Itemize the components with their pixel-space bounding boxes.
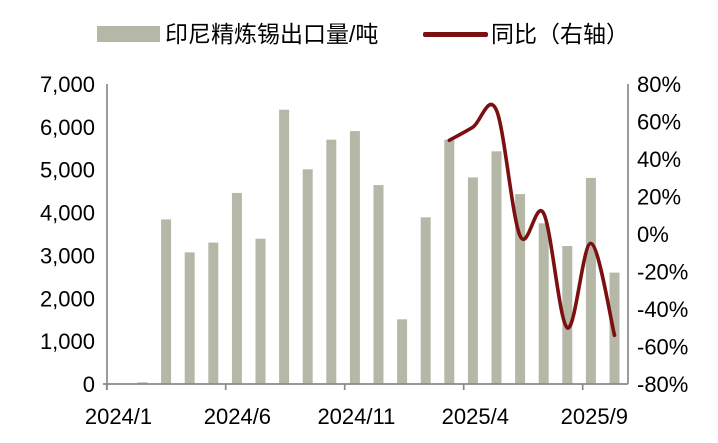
legend-item-export-volume: 印尼精炼锡出口量/吨 (97, 20, 378, 48)
bar-2024/11 (373, 185, 384, 384)
bar-2024/5 (231, 192, 242, 384)
left-axis-label: 0 (83, 372, 95, 397)
right-axis-label: -60% (637, 335, 688, 360)
right-axis-label: 20% (637, 185, 681, 210)
bar-2025/4 (491, 151, 502, 384)
left-axis-label: 1,000 (40, 329, 95, 354)
right-axis-label: 80% (637, 72, 681, 97)
right-axis-label: 0% (637, 222, 669, 247)
bar-2025/3 (467, 177, 478, 384)
right-axis-label: -80% (637, 372, 688, 397)
bar-2024/10 (349, 131, 360, 384)
bar-2025/8 (585, 177, 596, 384)
bar-2024/6 (255, 238, 266, 384)
x-axis-label: 2024/11 (317, 404, 395, 429)
bar-2025/2 (444, 139, 455, 384)
bar-2024/12 (397, 319, 408, 384)
left-axis-label: 2,000 (40, 286, 95, 311)
bar-2024/4 (208, 242, 219, 384)
legend-item-yoy: 同比（右轴） (423, 20, 629, 48)
bar-series-swatch (97, 26, 160, 42)
left-axis-label: 6,000 (40, 115, 95, 140)
right-axis-label: 40% (637, 147, 681, 172)
right-axis-label: 60% (637, 110, 681, 135)
x-axis-label: 2024/1 (85, 404, 152, 429)
left-axis-label: 7,000 (40, 72, 95, 97)
bar-2024/3 (184, 252, 195, 384)
yoy-line (447, 102, 617, 338)
bar-series-label: 印尼精炼锡出口量/吨 (165, 21, 379, 47)
line-series-label: 同比（右轴） (491, 21, 629, 47)
line-series-swatch (423, 31, 488, 37)
bar-2025/1 (420, 217, 431, 384)
x-axis-label: 2025/9 (561, 404, 628, 429)
x-axis-label: 2024/6 (204, 404, 271, 429)
left-axis-label: 3,000 (40, 243, 95, 268)
right-axis-label: -40% (637, 297, 688, 322)
bar-2024/2 (161, 219, 172, 384)
bar-2024/9 (326, 139, 337, 384)
right-axis-label: -20% (637, 260, 688, 285)
bar-2025/7 (562, 246, 573, 384)
bar-2024/8 (302, 169, 313, 384)
bar-2025/5 (515, 194, 526, 384)
left-axis-label: 5,000 (40, 158, 95, 183)
bar-2024/7 (279, 109, 290, 384)
x-axis-label: 2025/4 (442, 404, 509, 429)
bar-2025/6 (538, 223, 549, 384)
left-axis-label: 4,000 (40, 201, 95, 226)
